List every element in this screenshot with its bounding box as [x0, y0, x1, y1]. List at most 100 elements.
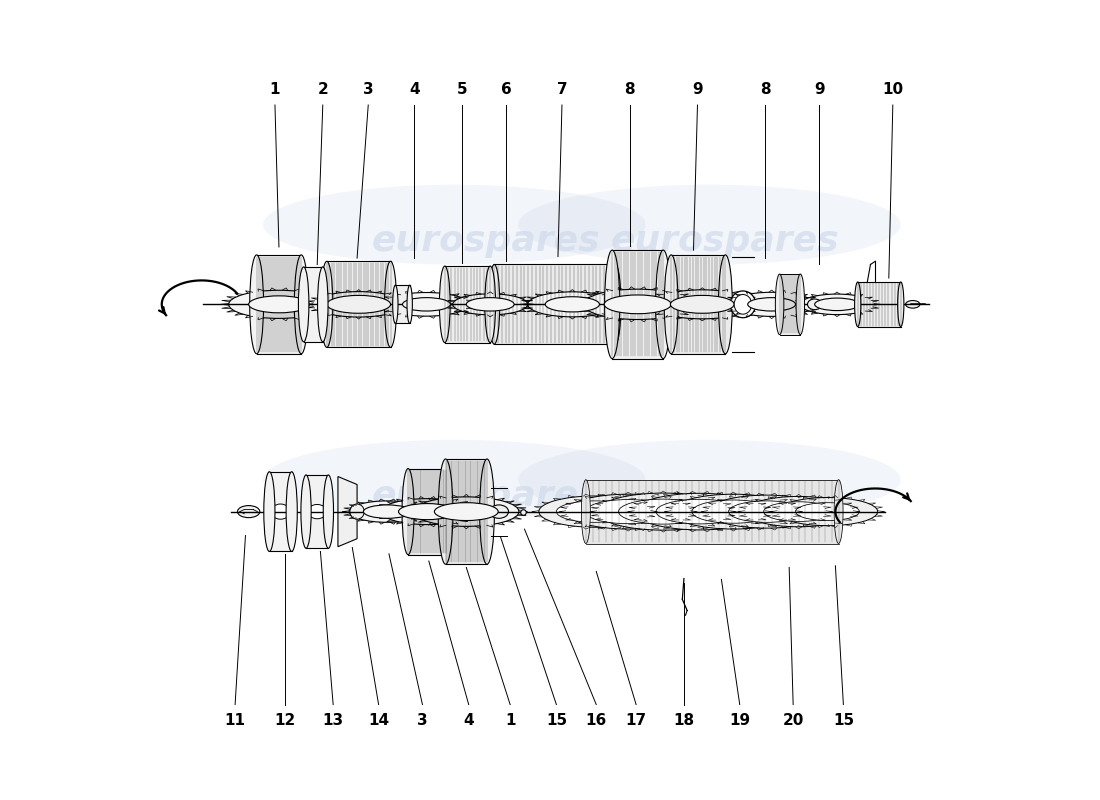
Ellipse shape — [518, 185, 901, 265]
Ellipse shape — [314, 292, 404, 317]
Text: 15: 15 — [833, 713, 854, 727]
Ellipse shape — [434, 502, 498, 521]
Polygon shape — [858, 282, 901, 326]
Ellipse shape — [407, 286, 412, 323]
Ellipse shape — [671, 494, 795, 529]
Ellipse shape — [381, 498, 473, 525]
Text: eurospares: eurospares — [372, 223, 601, 258]
Text: 2: 2 — [318, 82, 328, 97]
Ellipse shape — [692, 500, 774, 523]
Polygon shape — [395, 286, 409, 323]
Ellipse shape — [349, 501, 426, 522]
Ellipse shape — [229, 290, 329, 318]
Ellipse shape — [605, 250, 619, 358]
Text: 16: 16 — [585, 713, 607, 727]
Text: 12: 12 — [275, 713, 296, 727]
Polygon shape — [671, 255, 725, 354]
Ellipse shape — [308, 505, 327, 518]
Ellipse shape — [393, 286, 398, 323]
Text: 8: 8 — [760, 82, 771, 97]
Ellipse shape — [708, 495, 826, 528]
Ellipse shape — [656, 250, 671, 358]
Ellipse shape — [363, 505, 411, 518]
Polygon shape — [408, 469, 447, 554]
Ellipse shape — [249, 296, 309, 313]
Ellipse shape — [664, 255, 678, 354]
Text: 3: 3 — [363, 82, 374, 97]
Ellipse shape — [453, 294, 528, 315]
Polygon shape — [270, 472, 292, 551]
Text: 5: 5 — [456, 82, 468, 97]
Ellipse shape — [298, 267, 309, 342]
Ellipse shape — [466, 298, 514, 311]
Text: 10: 10 — [882, 82, 903, 97]
Ellipse shape — [763, 502, 834, 522]
Polygon shape — [444, 266, 491, 342]
Text: 4: 4 — [463, 713, 474, 727]
Ellipse shape — [488, 265, 499, 344]
Text: 20: 20 — [782, 713, 804, 727]
Ellipse shape — [438, 459, 453, 564]
Ellipse shape — [734, 294, 751, 314]
Ellipse shape — [485, 266, 496, 342]
Ellipse shape — [384, 293, 469, 316]
Ellipse shape — [518, 440, 901, 519]
Ellipse shape — [440, 469, 452, 554]
Polygon shape — [780, 274, 801, 334]
Text: eurospares: eurospares — [372, 478, 601, 513]
Ellipse shape — [295, 255, 308, 354]
Ellipse shape — [609, 265, 622, 344]
Ellipse shape — [350, 504, 364, 519]
Text: 11: 11 — [224, 713, 245, 727]
Ellipse shape — [403, 298, 450, 311]
Text: 13: 13 — [322, 713, 343, 727]
Text: 8: 8 — [625, 82, 635, 97]
Ellipse shape — [301, 475, 311, 548]
Text: eurospares: eurospares — [612, 223, 839, 258]
Ellipse shape — [905, 301, 920, 308]
Ellipse shape — [528, 292, 617, 317]
Ellipse shape — [583, 289, 692, 319]
Ellipse shape — [656, 499, 744, 524]
Ellipse shape — [318, 267, 328, 342]
Ellipse shape — [650, 290, 755, 319]
Polygon shape — [586, 480, 838, 543]
Ellipse shape — [635, 494, 766, 530]
Ellipse shape — [801, 294, 873, 314]
Ellipse shape — [718, 255, 733, 354]
Text: 15: 15 — [546, 713, 566, 727]
Text: eurospares: eurospares — [612, 478, 839, 513]
Ellipse shape — [834, 480, 843, 543]
Ellipse shape — [585, 499, 671, 524]
Ellipse shape — [271, 504, 290, 519]
Text: 19: 19 — [729, 713, 750, 727]
Ellipse shape — [855, 282, 861, 326]
Text: 1: 1 — [505, 713, 516, 727]
Text: 4: 4 — [409, 82, 420, 97]
Ellipse shape — [490, 505, 508, 518]
Text: 6: 6 — [500, 82, 512, 97]
Polygon shape — [338, 477, 358, 546]
Ellipse shape — [597, 493, 729, 530]
Polygon shape — [327, 262, 390, 347]
Ellipse shape — [807, 299, 822, 310]
Ellipse shape — [385, 262, 397, 347]
Ellipse shape — [815, 298, 859, 310]
Ellipse shape — [546, 297, 600, 312]
Ellipse shape — [439, 266, 450, 342]
Polygon shape — [306, 475, 329, 548]
Text: 9: 9 — [692, 82, 703, 97]
Ellipse shape — [403, 469, 414, 554]
Ellipse shape — [557, 501, 632, 522]
Text: 1: 1 — [270, 82, 280, 97]
Ellipse shape — [263, 440, 646, 519]
Polygon shape — [494, 265, 615, 344]
Ellipse shape — [728, 292, 815, 316]
Ellipse shape — [539, 496, 650, 527]
Ellipse shape — [745, 497, 852, 526]
Ellipse shape — [796, 274, 804, 334]
Ellipse shape — [414, 497, 519, 526]
Ellipse shape — [321, 262, 333, 347]
Polygon shape — [256, 255, 301, 354]
Ellipse shape — [286, 472, 297, 551]
